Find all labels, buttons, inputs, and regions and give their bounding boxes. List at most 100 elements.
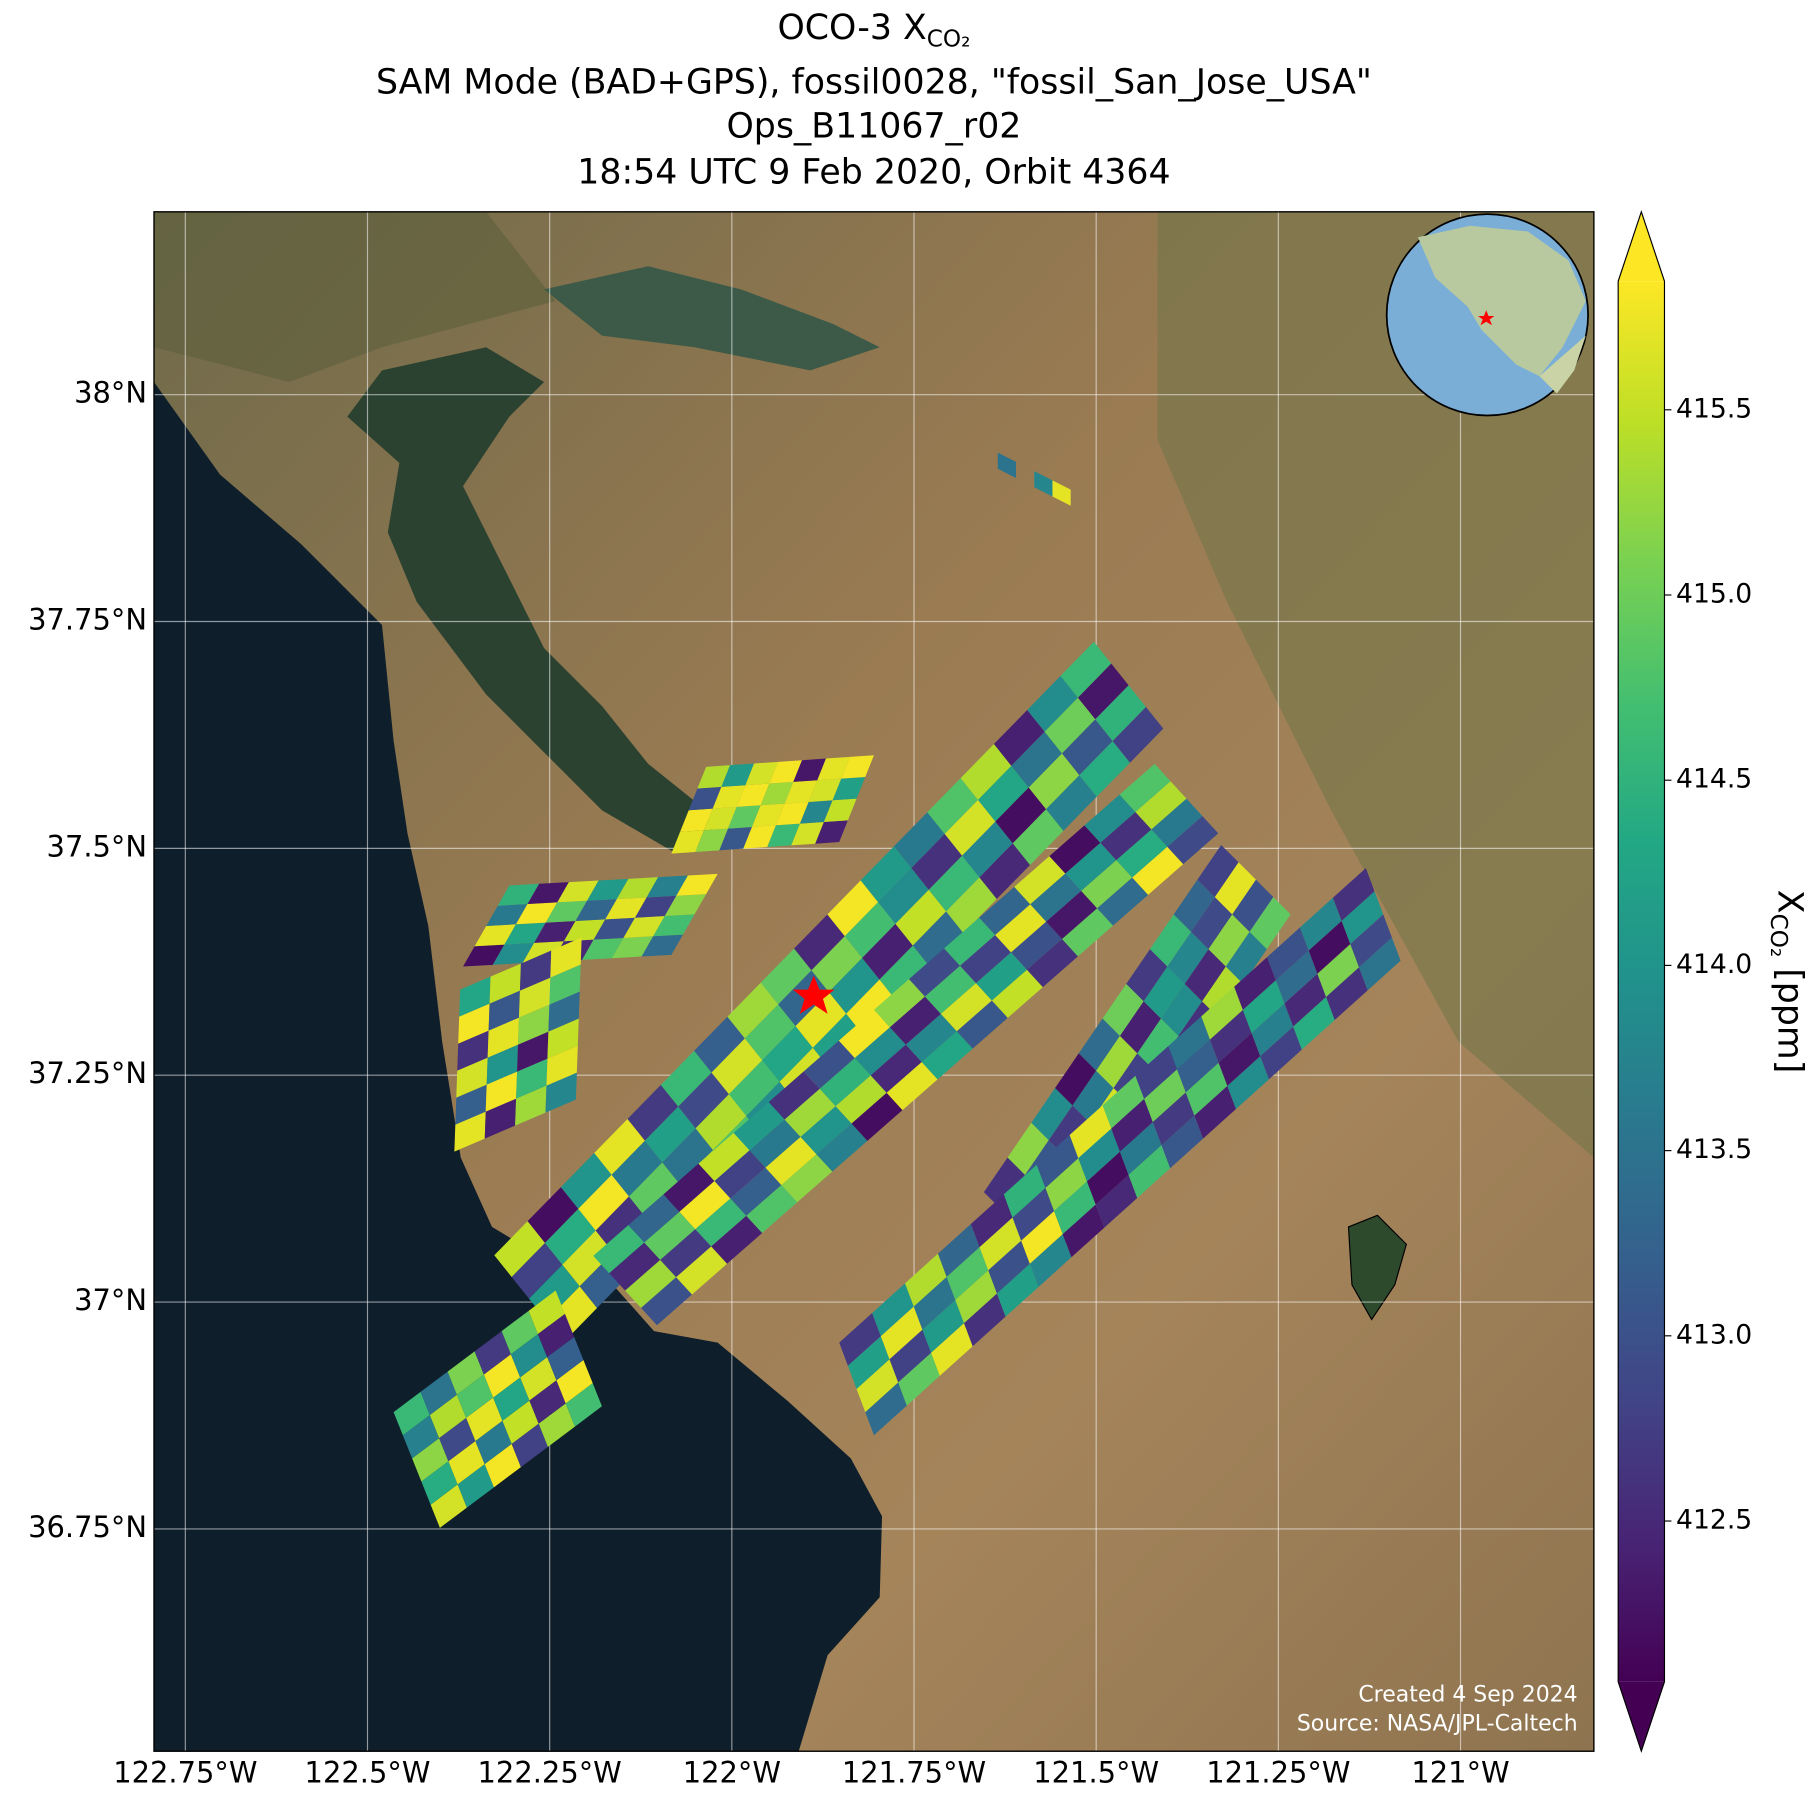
swath-cell [653,914,695,937]
swath-cell [873,979,925,1028]
swath-cell [955,1270,997,1324]
swath-cell [794,914,845,971]
swath-cell [1081,860,1133,909]
swath-cell [641,934,683,957]
swath-cell [993,709,1045,766]
swath-cell [851,1092,903,1141]
swath-cell [946,1247,989,1300]
swath-cell [1054,1181,1096,1235]
colorbar-extend [1618,1681,1665,1752]
x-tick-label: 122.75°W [113,1755,257,1789]
x-tick-label: 121.25°W [1206,1755,1350,1789]
swath-cell [616,877,659,900]
colorbar-tick-label: 412.5 [1676,1505,1752,1536]
swath-cell [1242,980,1285,1034]
swath-cell [879,945,931,1002]
swath-cell [927,778,978,834]
swath-cell [1214,862,1256,915]
swath-cell [928,855,980,912]
swath-cell [625,1259,677,1308]
swath-cell [439,1417,476,1462]
swath-cell [595,1196,647,1253]
swath-cell [664,894,707,917]
swath-cell [898,1352,940,1406]
swath-cell [749,1119,801,1168]
swath-cell [1011,921,1063,970]
swath-cell [860,846,912,903]
swath-cell [944,799,996,856]
swath-cell [1267,927,1309,981]
swath-cell [1097,877,1149,926]
swath-cell [1209,1009,1252,1063]
swath-cell [847,1336,890,1389]
swath-cell [474,1331,511,1375]
swath-cell [1293,996,1335,1050]
swath-cell [1029,1234,1072,1287]
ocean [153,381,883,1752]
swath-cell [1112,706,1164,763]
swath-cell [545,1072,577,1113]
swath-cell [698,1132,750,1181]
colorbar-body [1618,281,1665,1682]
swath-cell [527,882,569,905]
swath-cell [793,758,826,782]
swath-cell [1036,1135,1079,1188]
swath-cell [697,765,731,789]
swath-cell [1119,1122,1162,1175]
swath-cell [979,886,1031,936]
swath-cell [676,1246,728,1295]
swath-cell [463,944,505,967]
colorbar: 415.5 415.0 414.5 414.0 413.5 413.0 412.5 [1617,209,1752,1754]
swath-cell [1126,949,1168,1002]
swath-cell [1191,897,1233,950]
swath-cell [663,1163,715,1212]
swath-cell [1149,914,1192,967]
swath-cell [728,805,761,829]
swath-cell [1012,809,1064,865]
swath-cell [799,800,833,824]
swath-cell [1232,879,1274,932]
swath-cell [1079,740,1130,797]
swath-cell [484,1098,517,1139]
swath-cell [733,1102,785,1151]
swath-cell [1095,1174,1138,1228]
swath-cell [1119,763,1171,813]
globe-land [1539,335,1586,394]
swath-cell [1151,798,1203,847]
y-tick-label: 37.5°N [47,829,148,863]
swath-cell [803,1040,855,1089]
swaths [393,452,1401,1528]
swath-cell [956,1000,1008,1049]
swath-cell [528,1290,565,1334]
swath-cell [455,1084,487,1125]
title-line: SAM Mode (BAD+GPS), fossil0028, "fossil_… [376,62,1372,102]
swath-cell [1052,480,1071,506]
swath-cell [497,883,540,906]
swath-cell [997,452,1017,479]
map-frame [153,211,1595,1752]
swath-cell [457,1464,494,1508]
swath-cell [844,902,896,958]
colorbar-tick-label: 413.0 [1676,1319,1752,1350]
swath-cell [911,833,963,890]
swath-cell [593,917,636,940]
swath-cell [995,787,1047,844]
swath-cell [454,1111,486,1152]
swath-cell [835,1075,887,1124]
swath-cell [1046,890,1098,939]
swath-cell [678,1072,729,1129]
swath-cell [711,1038,763,1095]
colorbar-label-subscript: CO₂ [1765,914,1791,958]
swath-cell [519,950,552,991]
swath-cell [775,801,809,826]
swath-cell [1332,868,1375,921]
swath-cell [1061,719,1113,776]
swath-cell [484,1443,521,1488]
swath-cell [628,1162,680,1219]
swath-cell [1012,1187,1055,1241]
swath-cell [611,936,654,959]
swath-cell [819,1057,871,1107]
swath-cell [459,976,491,1017]
swath-cell [1027,675,1078,732]
swath-cell [711,1215,763,1264]
